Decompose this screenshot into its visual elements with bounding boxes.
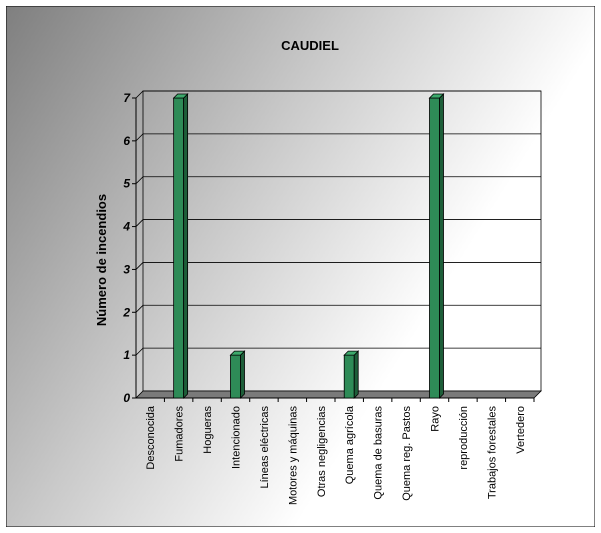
bar-side <box>439 93 444 399</box>
bar-top <box>428 93 445 99</box>
x-tick-label: Fumadores <box>174 406 186 462</box>
x-tick-label: Quema de basuras <box>373 406 385 500</box>
chart-frame: 0 1 2 3 4 5 6 7 Desconocida Fumadores Hogueras Inte… <box>5 5 596 528</box>
x-tick-label: Intencionado <box>231 406 243 469</box>
x-tick-label: Quema agrícola <box>344 405 356 484</box>
y-tick-label: 3 <box>123 262 130 276</box>
x-tick-label: Vertedero <box>515 406 527 454</box>
gridline <box>135 262 541 270</box>
x-tick-label: Trabajos forestales <box>486 406 498 500</box>
plot-area: 0 1 2 3 4 5 6 7 Desconocida Fumadores Hogueras Inte… <box>122 90 542 506</box>
chart-svg: 0 1 2 3 4 5 6 7 Desconocida Fumadores Hogueras Inte… <box>5 5 596 528</box>
gridline <box>135 347 541 356</box>
bar-top <box>172 93 189 99</box>
y-tick-label: 1 <box>123 348 130 362</box>
y-tick-label: 4 <box>122 220 130 234</box>
bar <box>230 354 241 399</box>
bar-side <box>183 93 189 399</box>
x-tick-label: Quema reg. Pastos <box>401 406 413 501</box>
bar-top <box>229 350 246 356</box>
x-tick-label: Otras negligencias <box>316 406 328 498</box>
y-tick-label: 6 <box>123 134 130 148</box>
x-tick-label: reproducción <box>458 406 470 470</box>
bar <box>429 97 440 399</box>
bar-top <box>343 350 360 356</box>
gridline <box>135 90 541 99</box>
gridline <box>135 133 541 142</box>
y-tick-label: 0 <box>123 391 130 405</box>
gridline <box>135 219 541 227</box>
y-tick-label: 2 <box>122 305 130 319</box>
x-tick-label: Desconocida <box>145 405 157 469</box>
bar-side <box>240 350 245 399</box>
plot-floor <box>135 390 542 399</box>
x-tick-label: Hogueras <box>202 406 214 454</box>
gridline <box>135 304 541 313</box>
gridline <box>135 176 541 184</box>
x-tick-label: Rayo <box>430 406 442 432</box>
y-axis-label: Número de incendios <box>94 194 109 326</box>
y-tick-label: 5 <box>123 177 130 191</box>
bar <box>173 97 185 399</box>
bar-side <box>353 350 359 399</box>
y-tick-label: 7 <box>123 91 131 105</box>
chart-title: CAUDIEL <box>281 38 339 53</box>
x-tick-label: Líneas eléctricas <box>259 406 271 489</box>
chart-background <box>5 5 596 528</box>
x-tick-label: Motores y máquinas <box>287 406 299 506</box>
bar <box>343 354 355 399</box>
